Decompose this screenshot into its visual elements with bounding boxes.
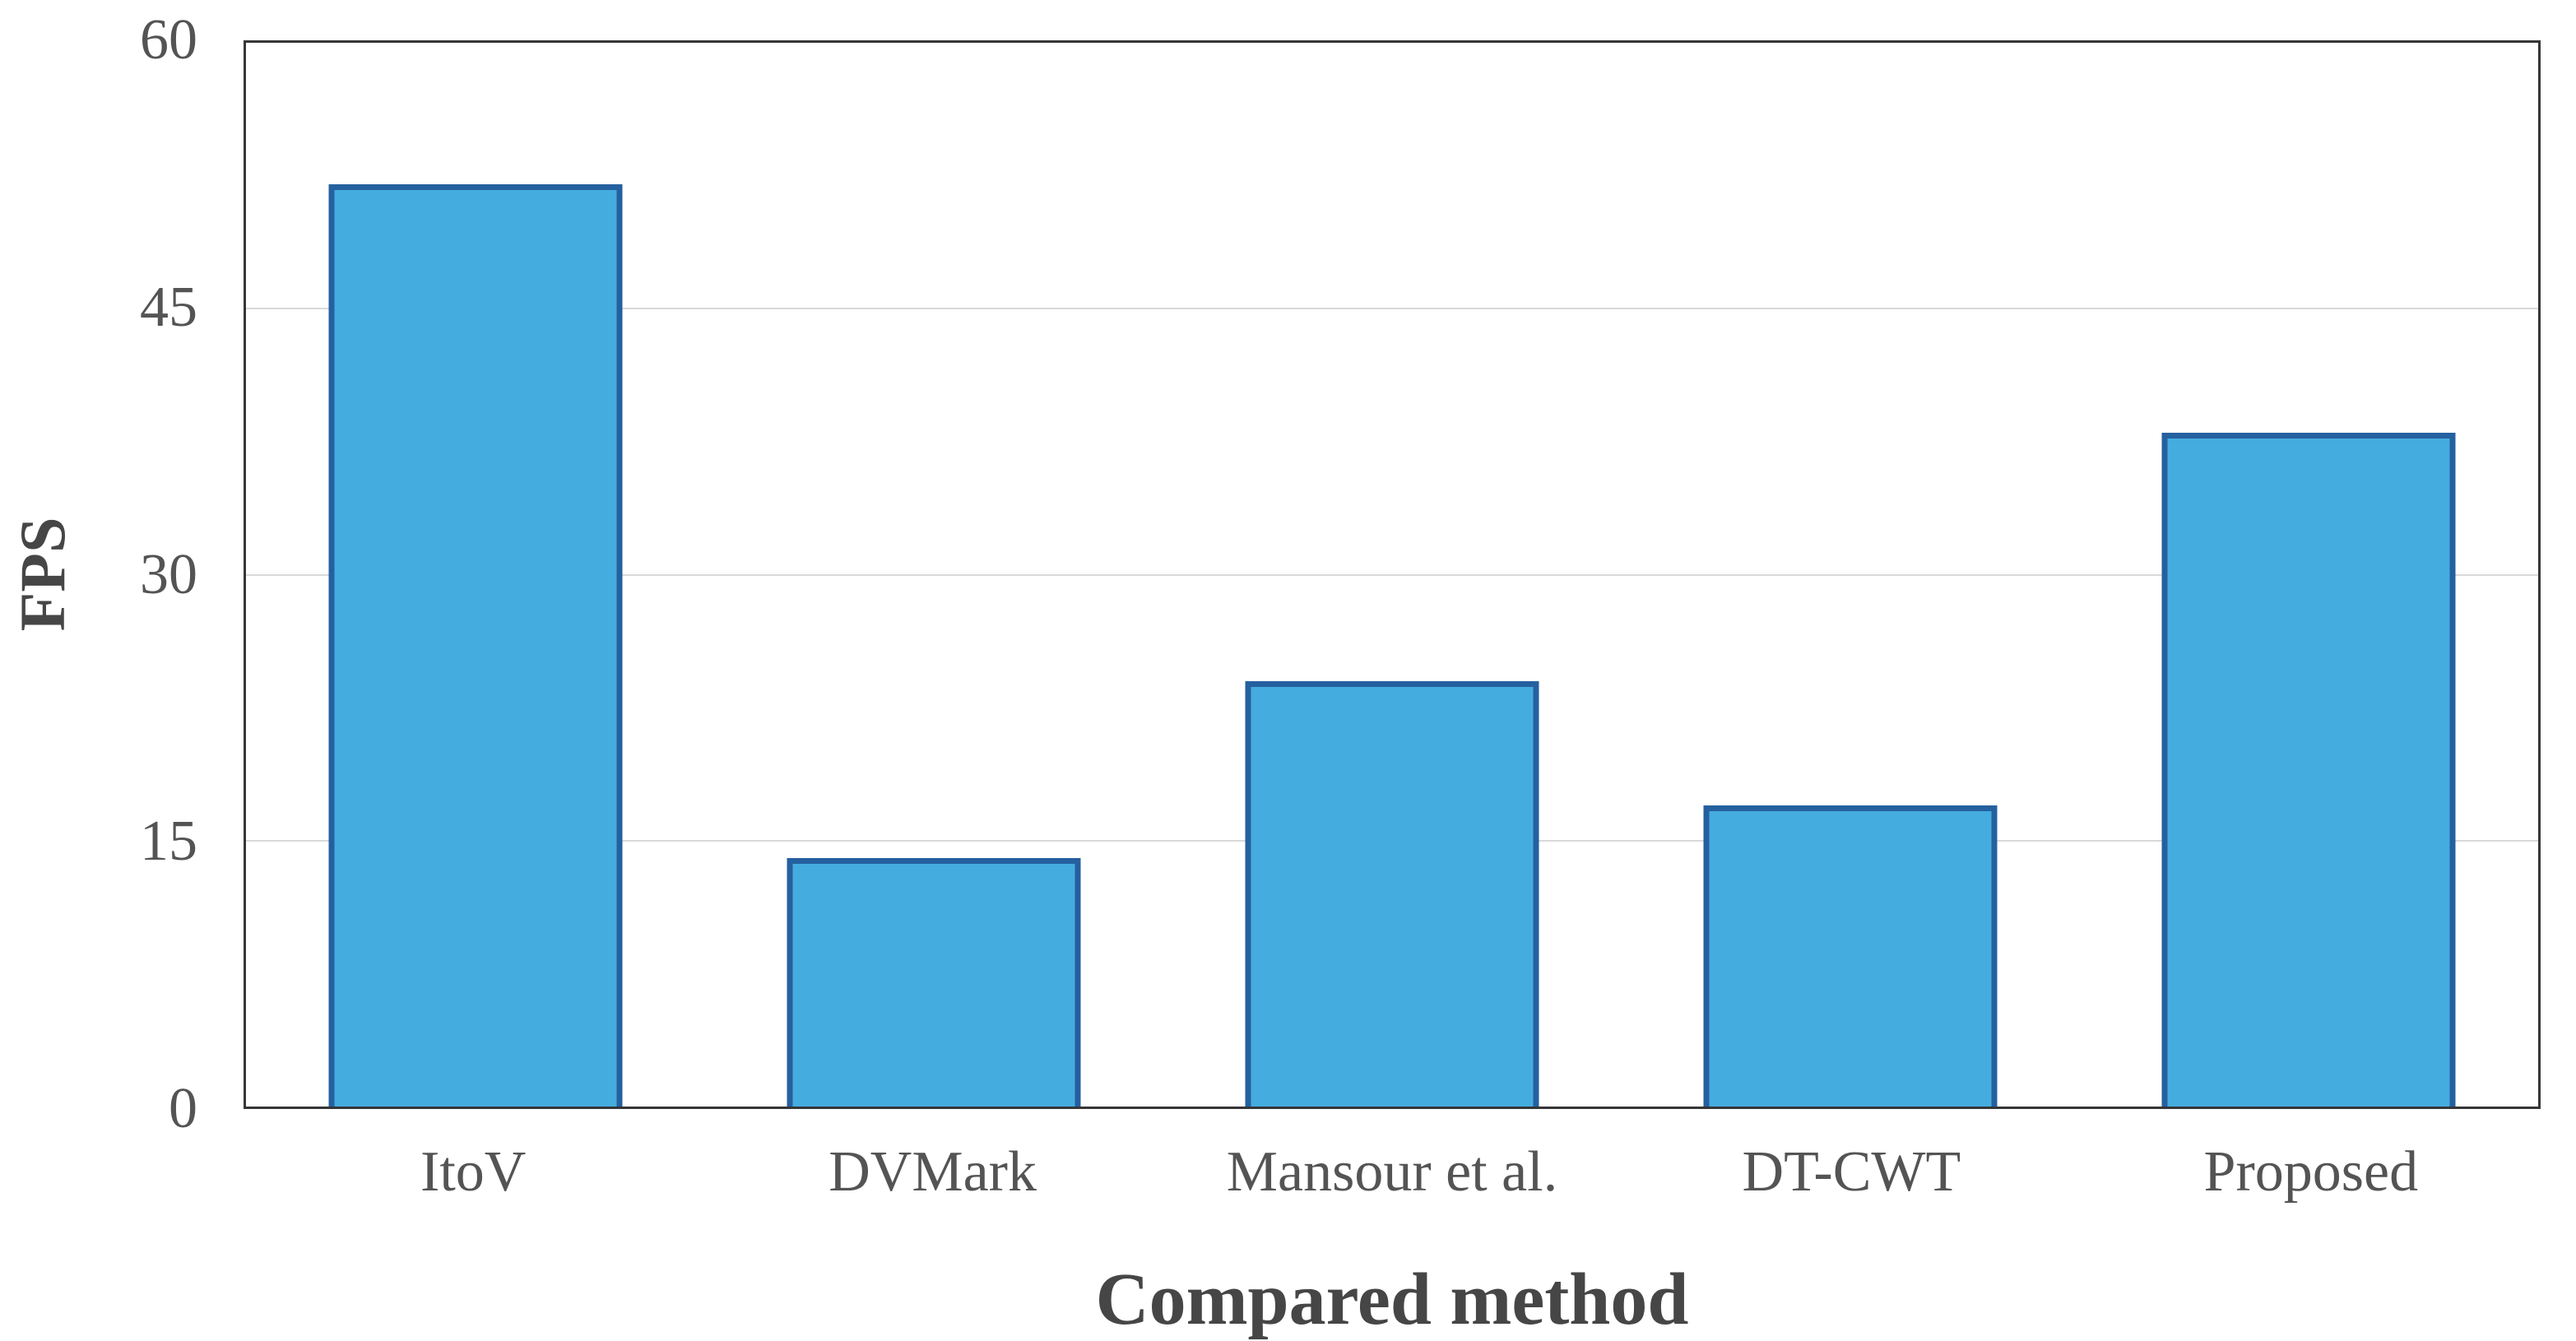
plot-area: [244, 40, 2541, 1109]
y-tick-label-45: 45: [140, 275, 197, 339]
y-tick-label-30: 30: [140, 542, 197, 606]
x-axis-title: Compared method: [1095, 1259, 1689, 1340]
x-category-label-mansour-et-al: Mansour et al.: [1226, 1140, 1558, 1204]
gridline-45: [246, 308, 2538, 310]
bar-dvmark: [787, 858, 1081, 1107]
x-category-label-proposed: Proposed: [2203, 1140, 2419, 1204]
x-category-label-itov: ItoV: [420, 1140, 527, 1204]
bar-itov: [328, 184, 623, 1107]
bar-proposed: [2161, 433, 2456, 1107]
y-axis-title: FPS: [7, 517, 78, 632]
gridline-30: [246, 573, 2538, 576]
bar-dt-cwt: [1703, 805, 1998, 1107]
y-tick-label-60: 60: [140, 8, 197, 72]
y-tick-label-15: 15: [140, 810, 197, 874]
x-category-label-dt-cwt: DT-CWT: [1742, 1140, 1961, 1204]
y-tick-label-0: 0: [169, 1077, 197, 1140]
x-category-label-dvmark: DVMark: [828, 1140, 1037, 1204]
bar-mansour-et-al: [1245, 680, 1539, 1107]
